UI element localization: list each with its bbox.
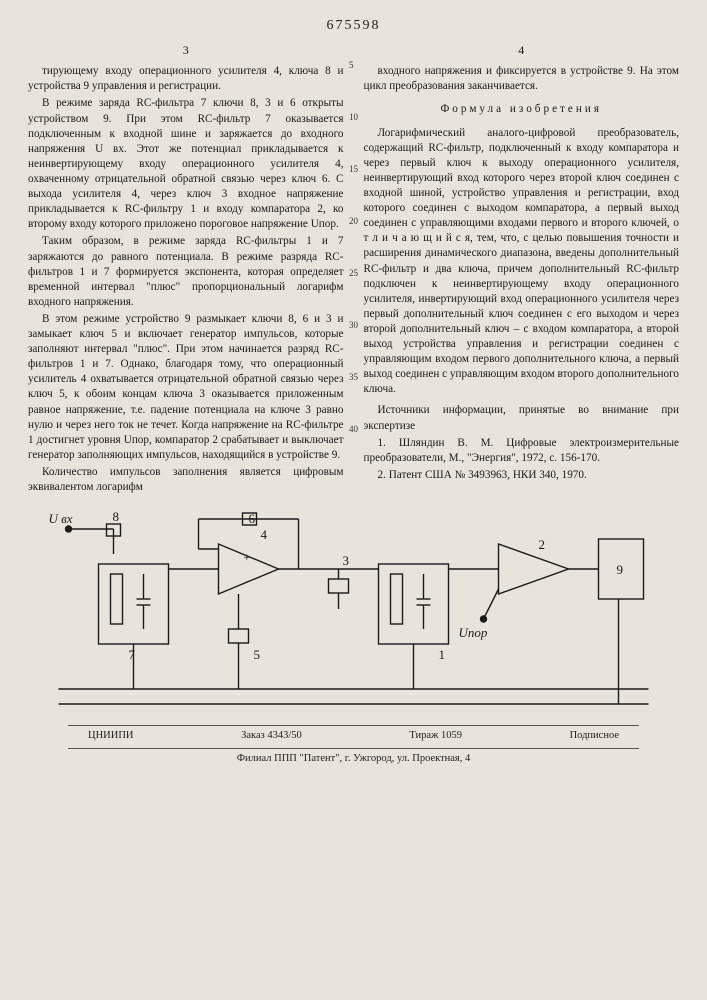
circuit-diagram: + bbox=[28, 509, 679, 719]
para: тирующему входу операционного усилителя … bbox=[28, 64, 344, 94]
line-num: 5 bbox=[349, 60, 358, 70]
label-6: 6 bbox=[249, 511, 256, 526]
line-num: 20 bbox=[349, 216, 358, 226]
footer-tirazh: Тираж 1059 bbox=[409, 728, 462, 744]
formula-heading: Формула изобретения bbox=[364, 102, 680, 117]
page-footer: ЦНИИПИ Заказ 4343/50 Тираж 1059 Подписно… bbox=[28, 725, 679, 767]
para: Количество импульсов заполнения является… bbox=[28, 465, 344, 495]
label-8: 8 bbox=[113, 509, 120, 524]
label-upor: Uпор bbox=[459, 625, 488, 640]
footer-order: Заказ 4343/50 bbox=[241, 728, 302, 744]
footer-sub: Подписное bbox=[570, 728, 619, 744]
line-number-gutter: 5 10 15 20 25 30 35 40 bbox=[349, 60, 358, 434]
para: В режиме заряда RC-фильтра 7 ключи 8, 3 … bbox=[28, 96, 344, 232]
left-column: 3 тирующему входу операционного усилител… bbox=[28, 42, 344, 497]
block-plus: + bbox=[244, 550, 251, 564]
line-num: 25 bbox=[349, 268, 358, 278]
sources-heading: Источники информации, принятые во вниман… bbox=[364, 403, 680, 433]
para: В этом режиме устройство 9 размыкает клю… bbox=[28, 312, 344, 463]
right-column: 4 входного напряжения и фиксируется в ус… bbox=[364, 42, 680, 497]
line-num: 15 bbox=[349, 164, 358, 174]
patent-page: 675598 5 10 15 20 25 30 35 40 3 тирующем… bbox=[0, 0, 707, 1000]
patent-number: 675598 bbox=[28, 18, 679, 34]
label-2: 2 bbox=[539, 537, 546, 552]
label-uvx: U вх bbox=[49, 511, 73, 526]
footer-org: ЦНИИПИ bbox=[88, 728, 134, 744]
label-4: 4 bbox=[261, 527, 268, 542]
source-item: 2. Патент США № 3493963, НКИ 340, 1970. bbox=[364, 468, 680, 483]
line-num: 40 bbox=[349, 424, 358, 434]
para: входного напряжения и фиксируется в устр… bbox=[364, 64, 680, 94]
label-9: 9 bbox=[617, 562, 624, 577]
para: Таким образом, в режиме заряда RC-фильтр… bbox=[28, 234, 344, 310]
label-1: 1 bbox=[439, 647, 446, 662]
line-num: 10 bbox=[349, 112, 358, 122]
col-page-num-left: 3 bbox=[28, 42, 344, 58]
source-item: 1. Шляндин В. М. Цифровые электроизмерит… bbox=[364, 436, 680, 466]
para: Логарифмический аналого-цифровой преобра… bbox=[364, 126, 680, 398]
line-num: 35 bbox=[349, 372, 358, 382]
label-7: 7 bbox=[129, 647, 136, 662]
col-page-num-right: 4 bbox=[364, 42, 680, 58]
footer-address: Филиал ППП "Патент", г. Ужгород, ул. Про… bbox=[28, 751, 679, 767]
line-num: 30 bbox=[349, 320, 358, 330]
label-3: 3 bbox=[343, 553, 350, 568]
circuit-svg: + bbox=[28, 509, 679, 719]
label-5: 5 bbox=[254, 647, 261, 662]
